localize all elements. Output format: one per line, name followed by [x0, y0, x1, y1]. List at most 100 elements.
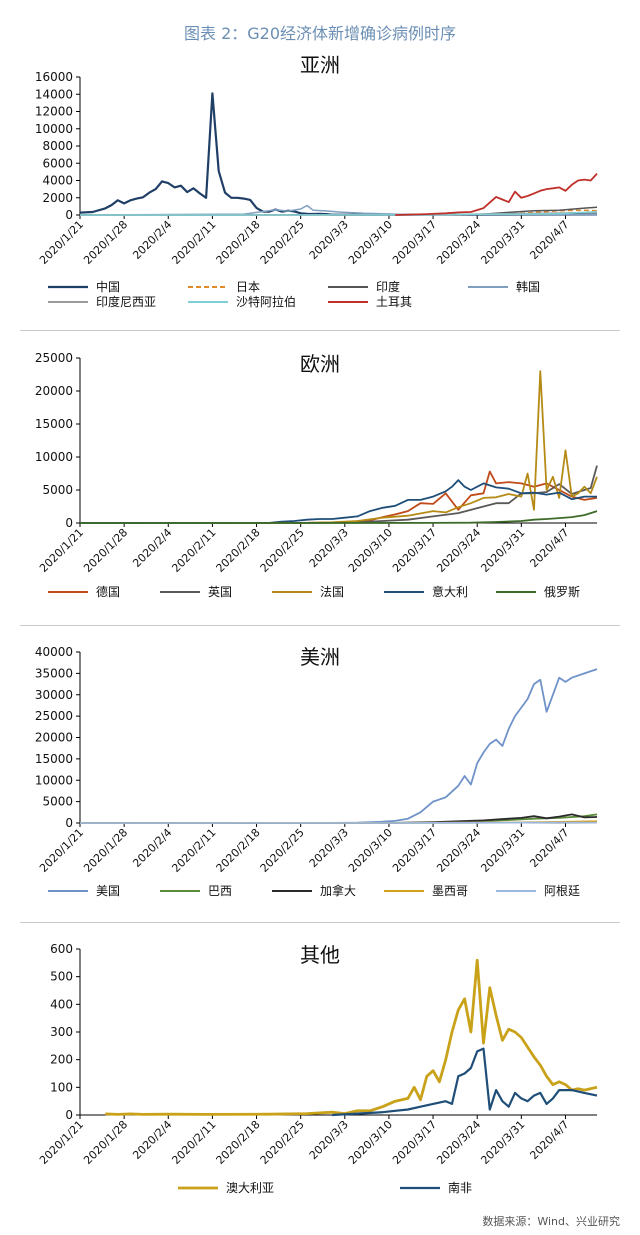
x-tick-label: 2020/3/31: [478, 1118, 527, 1167]
x-tick-label: 2020/2/25: [258, 218, 307, 267]
y-tick-label: 16000: [35, 70, 73, 84]
x-tick-label: 2020/2/18: [214, 526, 263, 575]
legend-item: 韩国: [468, 279, 540, 294]
legend-item: 美国: [48, 884, 120, 898]
legend-label: 阿根廷: [544, 884, 580, 898]
series-line-韩国: [79, 204, 598, 216]
legend-label: 沙特阿拉伯: [236, 294, 296, 309]
legend-item: 沙特阿拉伯: [188, 294, 296, 309]
y-tick-label: 35000: [35, 666, 73, 680]
y-tick-label: 6000: [42, 156, 73, 170]
series-line-美国: [79, 668, 598, 824]
y-tick-label: 15000: [35, 417, 73, 431]
series-line-沙特阿拉伯: [79, 210, 598, 216]
x-tick-label: 2020/2/4: [130, 1118, 174, 1162]
x-tick-label: 2020/2/18: [214, 826, 263, 875]
legend-label: 土耳其: [376, 295, 412, 309]
y-tick-label: 5000: [42, 795, 73, 809]
legend-item: 巴西: [160, 884, 232, 898]
series-line-英国: [79, 465, 598, 524]
legend-item: 墨西哥: [384, 884, 468, 898]
x-tick-label: 2020/2/25: [258, 526, 307, 575]
legend-label: 美国: [96, 884, 120, 898]
y-tick-label: 500: [50, 970, 73, 984]
y-tick-label: 12000: [35, 105, 73, 119]
x-tick-label: 2020/3/17: [390, 826, 439, 875]
x-tick-label: 2020/4/7: [527, 218, 571, 262]
series-line-德国: [79, 470, 598, 524]
legend-label: 南非: [448, 1180, 472, 1195]
legend-item: 土耳其: [328, 295, 412, 309]
chart-main-title: 图表 2：G20经济体新增确诊病例时序: [183, 24, 457, 43]
x-tick-label: 2020/1/21: [37, 218, 86, 267]
legend-label: 巴西: [208, 884, 232, 898]
x-tick-label: 2020/2/4: [130, 218, 174, 262]
x-tick-label: 2020/3/24: [434, 218, 483, 267]
x-tick-label: 2020/2/25: [258, 826, 307, 875]
legend-item: 印度尼西亚: [48, 294, 156, 309]
panel-title: 亚洲: [300, 53, 340, 77]
y-tick-label: 30000: [35, 688, 73, 702]
y-tick-label: 100: [50, 1080, 73, 1094]
x-tick-label: 2020/3/24: [434, 1118, 483, 1167]
y-tick-label: 300: [50, 1025, 73, 1039]
y-tick-label: 400: [50, 997, 73, 1011]
x-tick-label: 2020/3/31: [478, 218, 527, 267]
legend-item: 印度: [328, 279, 400, 294]
x-tick-label: 2020/3/31: [478, 526, 527, 575]
x-tick-label: 2020/3/17: [390, 526, 439, 575]
legend-item: 俄罗斯: [496, 585, 580, 599]
x-tick-label: 2020/1/28: [81, 526, 130, 575]
legend-label: 德国: [96, 584, 120, 599]
x-tick-label: 2020/3/3: [307, 1118, 351, 1162]
x-tick-label: 2020/3/10: [346, 1118, 395, 1167]
legend-item: 法国: [272, 585, 344, 599]
legend-item: 英国: [160, 585, 232, 599]
legend-label: 中国: [96, 279, 120, 294]
y-tick-label: 10000: [35, 122, 73, 136]
y-tick-label: 0: [65, 208, 73, 222]
legend-label: 韩国: [516, 279, 540, 294]
legend-label: 澳大利亚: [226, 1181, 274, 1195]
x-tick-label: 2020/3/17: [390, 218, 439, 267]
y-tick-label: 20000: [35, 384, 73, 398]
x-tick-label: 2020/2/18: [214, 1118, 263, 1167]
y-tick-label: 40000: [35, 645, 73, 659]
series-line-澳大利亚: [105, 958, 598, 1116]
x-tick-label: 2020/3/24: [434, 526, 483, 575]
x-tick-label: 2020/3/3: [307, 826, 351, 870]
legend-label: 印度: [376, 279, 400, 294]
legend-item: 南非: [400, 1180, 472, 1195]
x-tick-label: 2020/1/28: [81, 218, 130, 267]
x-tick-label: 2020/1/21: [37, 1118, 86, 1167]
x-tick-label: 2020/1/28: [81, 826, 130, 875]
series-line-俄罗斯: [79, 510, 598, 524]
panel-asia: 亚洲 0 2000 4000 6000 8000 10000 12000 14000 16000 2…: [35, 53, 598, 309]
y-tick-label: 5000: [42, 483, 73, 497]
x-tick-label: 2020/3/31: [478, 826, 527, 875]
legend-label: 俄罗斯: [544, 585, 580, 599]
y-tick-label: 0: [65, 816, 73, 830]
panel-title: 美洲: [300, 645, 340, 669]
panel-title: 其他: [300, 943, 340, 967]
x-tick-label: 2020/2/11: [169, 1118, 218, 1167]
series-line-法国: [79, 370, 598, 524]
panel-divider: [20, 330, 620, 331]
y-tick-label: 600: [50, 942, 73, 956]
x-tick-label: 2020/4/7: [527, 526, 571, 570]
x-tick-label: 2020/3/17: [390, 1118, 439, 1167]
panel-americas: 美洲 0 5000 10000 15000 20000 25000 30000 35000 400…: [35, 645, 598, 898]
x-tick-label: 2020/2/4: [130, 526, 174, 570]
legend-label: 印度尼西亚: [96, 294, 156, 309]
y-tick-label: 14000: [35, 87, 73, 101]
legend-label: 意大利: [432, 584, 468, 599]
x-tick-label: 2020/2/11: [169, 826, 218, 875]
legend-item: 日本: [188, 280, 260, 294]
legend-label: 英国: [208, 585, 232, 599]
legend-label: 墨西哥: [432, 884, 468, 898]
y-tick-label: 4000: [42, 174, 73, 188]
series-line-中国: [79, 92, 598, 216]
source-note: 数据来源：Wind、兴业研究: [482, 1215, 620, 1228]
y-tick-label: 0: [65, 1108, 73, 1122]
y-tick-label: 2000: [42, 191, 73, 205]
